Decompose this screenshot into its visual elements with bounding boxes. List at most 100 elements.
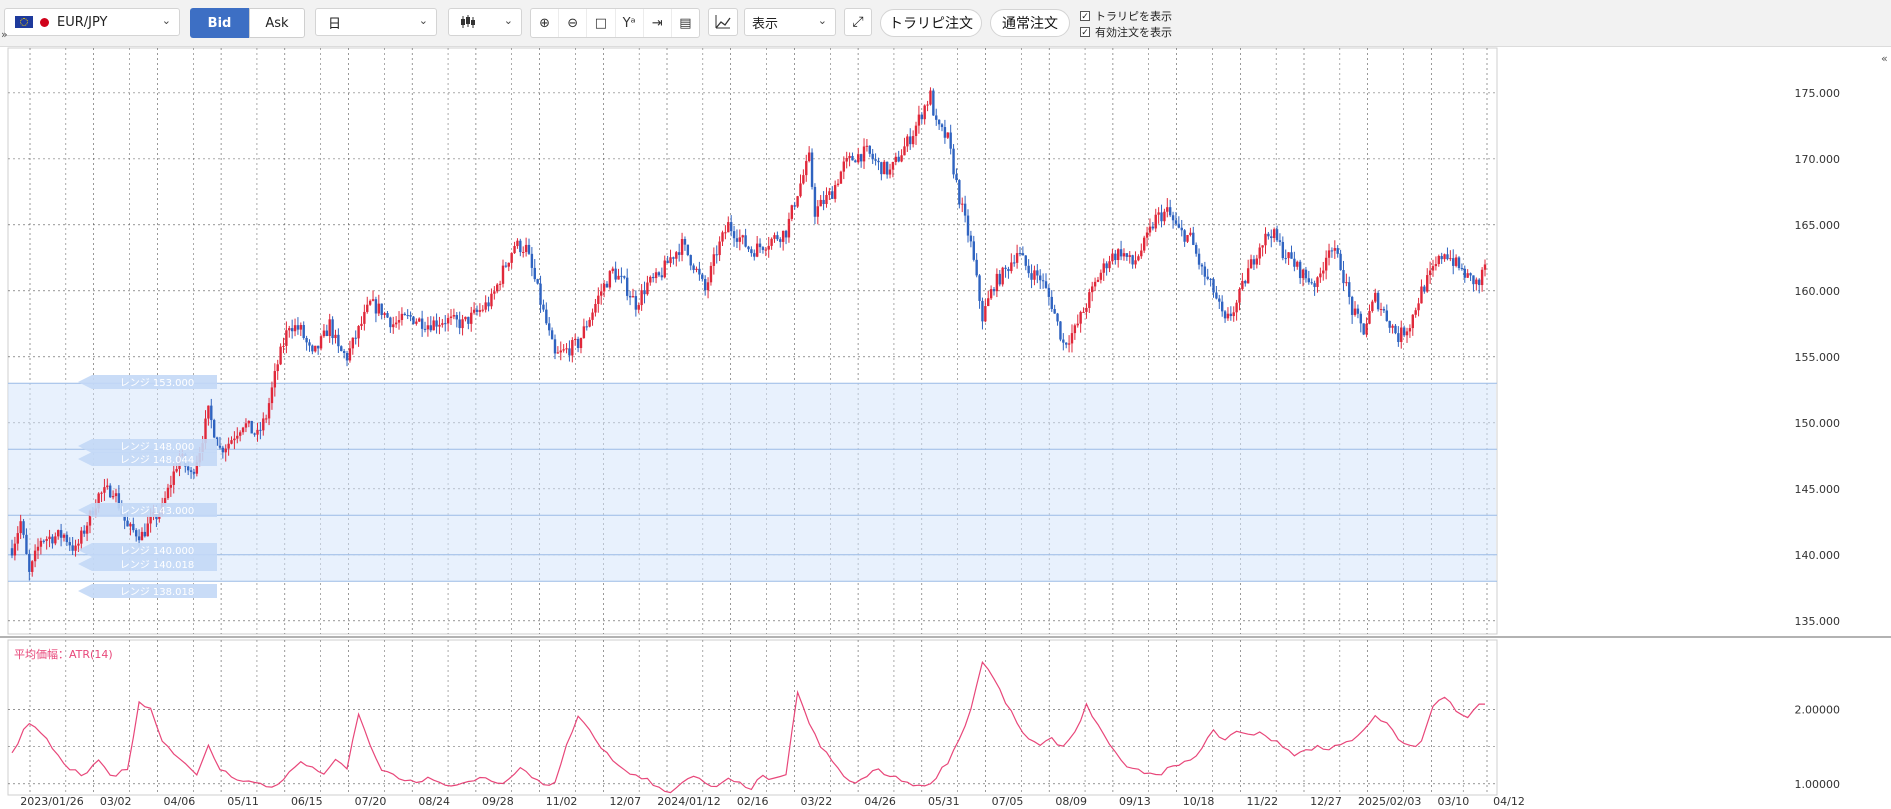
zoom-out-icon[interactable]: ⊖: [559, 9, 588, 37]
candle-body: [764, 249, 768, 251]
candle: [386, 310, 389, 319]
fit-screen-icon[interactable]: □: [587, 9, 616, 37]
candle: [932, 88, 935, 116]
candle-body: [1275, 229, 1279, 241]
trap-order-button[interactable]: トラリピ注文: [880, 9, 982, 37]
candle: [680, 232, 684, 262]
candle: [1018, 246, 1022, 257]
candle: [857, 147, 860, 165]
candle-body: [308, 342, 311, 346]
candle: [839, 170, 843, 184]
candle-body: [354, 337, 357, 339]
candle-body: [288, 328, 291, 331]
jump-to-latest-icon[interactable]: ⇥: [644, 9, 672, 37]
document-icon[interactable]: ▤: [679, 15, 692, 31]
candle-body: [949, 132, 952, 149]
candle-body: [19, 521, 22, 534]
candle-body: [345, 352, 349, 361]
chart-type-select[interactable]: ⌄: [448, 8, 522, 36]
checkmark-icon: ✓: [1080, 27, 1090, 38]
trap-range-zone: [8, 382, 1497, 582]
candle-body: [1197, 253, 1201, 265]
candle: [1186, 234, 1189, 243]
trap-range-tag[interactable]: レンジ 138.018: [78, 584, 217, 598]
candle-body: [1030, 273, 1033, 280]
crosshair-lock-icon[interactable]: Yᵃ: [616, 9, 644, 37]
collapse-left-icon[interactable]: »: [1, 28, 8, 41]
candle: [1426, 268, 1429, 293]
candle-body: [854, 160, 857, 163]
candle: [810, 148, 814, 190]
candle: [1449, 250, 1452, 262]
trap-range-tag[interactable]: レンジ 153.000: [78, 375, 217, 389]
candle-body: [1304, 269, 1308, 279]
candle-body: [894, 156, 897, 163]
candle-body: [943, 127, 947, 138]
candle-body: [1189, 232, 1192, 236]
candle: [227, 437, 230, 456]
trap-range-tag[interactable]: レンジ 140.000: [78, 543, 217, 557]
candle-body: [709, 265, 713, 283]
candle-body: [1116, 249, 1120, 261]
trap-range-tag[interactable]: レンジ 140.018: [78, 557, 217, 571]
ask-button[interactable]: Ask: [249, 8, 305, 38]
candle: [1108, 255, 1111, 273]
show-trap-checkbox[interactable]: ✓ トラリピを表示: [1080, 8, 1172, 24]
expand-button[interactable]: ⤢: [844, 8, 872, 36]
timeframe-select[interactable]: 日 ⌄: [315, 8, 437, 36]
candle-body: [689, 255, 692, 266]
candle: [831, 186, 834, 199]
candle: [288, 325, 291, 338]
candle: [392, 316, 395, 334]
candle: [1171, 211, 1175, 229]
candle: [114, 488, 118, 503]
candle-body: [472, 309, 476, 313]
candle-body: [210, 405, 213, 421]
candle: [345, 350, 349, 367]
candle-body: [1397, 333, 1400, 343]
candle: [542, 299, 545, 312]
candle: [984, 299, 987, 323]
candle: [536, 278, 539, 285]
candle-body: [640, 290, 643, 306]
normal-order-button[interactable]: 通常注文: [990, 9, 1070, 37]
candle: [429, 316, 432, 333]
candle: [1001, 266, 1004, 287]
collapse-right-icon[interactable]: «: [1881, 52, 1888, 65]
candle: [753, 249, 756, 261]
symbol-select[interactable]: EUR/JPY ⌄: [4, 8, 180, 36]
show-active-orders-checkbox[interactable]: ✓ 有効注文を表示: [1080, 24, 1172, 40]
candle-body: [695, 268, 698, 270]
candle: [1296, 260, 1299, 270]
candle: [1472, 275, 1475, 292]
trap-range-tag[interactable]: レンジ 148.000: [78, 439, 217, 453]
candle-body: [1258, 247, 1261, 259]
add-indicator-button[interactable]: [708, 8, 738, 36]
candle-body: [484, 302, 487, 310]
x-tick-label: 04/06: [164, 795, 196, 808]
candle-body: [1163, 211, 1166, 222]
candle: [706, 277, 710, 299]
candle-body: [1350, 296, 1354, 315]
display-select[interactable]: 表示 ⌄: [744, 8, 836, 36]
x-tick-label: 11/22: [1246, 795, 1278, 808]
candle: [703, 275, 707, 296]
candle-body: [54, 536, 57, 544]
bid-button[interactable]: Bid: [190, 8, 249, 38]
trap-range-tag[interactable]: レンジ 143.000: [78, 503, 217, 517]
candle-body: [256, 429, 259, 435]
candle: [253, 432, 256, 437]
trap-range-tag[interactable]: レンジ 148.044: [78, 452, 217, 466]
candle-body: [646, 282, 649, 295]
candle: [45, 536, 48, 550]
zoom-in-icon[interactable]: ⊕: [531, 9, 560, 37]
candle-body: [1414, 310, 1417, 315]
candle: [781, 230, 785, 251]
candle-body: [319, 336, 323, 349]
candle-body: [1041, 280, 1045, 282]
candle: [562, 344, 565, 353]
candle: [1307, 270, 1311, 285]
price-chart[interactable]: レンジ 153.000 レンジ 148.000 レンジ 148.044 レンジ 143…: [0, 46, 1891, 809]
candle-body: [952, 148, 955, 175]
candle-body: [1079, 312, 1082, 324]
